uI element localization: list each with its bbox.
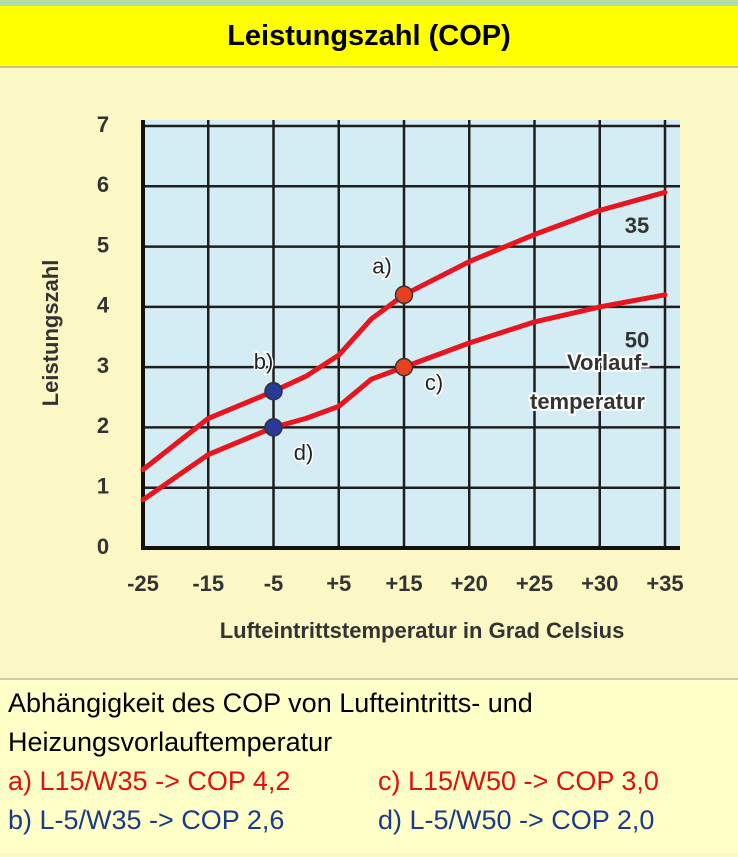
plot-area	[143, 120, 680, 548]
x-tick-label: +20	[451, 571, 488, 596]
caption-line: Abhängigkeit des COP von Lufteintritts- …	[8, 688, 533, 718]
x-tick-label: +15	[385, 571, 422, 596]
x-tick-label: -5	[264, 571, 284, 596]
chart: Leistungszahl Lufteintrittstemperatur in…	[38, 112, 684, 643]
top-border	[0, 0, 738, 6]
line	[140, 189, 668, 473]
y-axis-label: Leistungszahl	[38, 260, 63, 407]
x-tick-label: +30	[581, 571, 618, 596]
caption-item: c) L15/W50 -> COP 3,0	[378, 766, 659, 796]
grid	[141, 120, 680, 550]
y-tick-label: 4	[97, 293, 110, 318]
marker-label: b)	[254, 349, 274, 374]
marker-label: d)	[294, 440, 314, 465]
x-tick-label: -25	[127, 571, 159, 596]
line	[140, 292, 668, 503]
caption-row: a) L15/W35 -> COP 4,2 c) L15/W50 -> COP 3…	[8, 762, 738, 801]
caption-line: Heizungsvorlauftemperatur	[8, 727, 333, 757]
marker-label: a)	[372, 254, 392, 279]
marker	[394, 357, 414, 377]
y-tick-label: 7	[97, 112, 109, 137]
caption-row: b) L-5/W35 -> COP 2,6 d) L-5/W50 -> COP 2…	[8, 801, 738, 840]
annotation: Vorlauf-	[567, 350, 648, 375]
caption-item: d) L-5/W50 -> COP 2,0	[378, 805, 655, 835]
y-tick-label: 0	[97, 534, 109, 559]
caption: Abhängigkeit des COP von Lufteintritts- …	[0, 678, 738, 853]
marker	[264, 418, 283, 437]
annotation: temperatur	[530, 389, 645, 414]
caption-item: a) L15/W35 -> COP 4,2	[8, 766, 291, 796]
x-tick-label: +35	[646, 571, 683, 596]
series-label: 50	[625, 328, 649, 353]
y-tick-label: 1	[97, 474, 109, 499]
marker	[394, 285, 414, 305]
series-label: 35	[625, 213, 649, 238]
y-tick-label: 3	[97, 353, 109, 378]
x-axis-label: Lufteintrittstemperatur in Grad Celsius	[220, 618, 625, 643]
x-tick-label: +5	[326, 571, 351, 596]
y-tick-label: 5	[97, 232, 109, 257]
y-tick-label: 6	[97, 172, 109, 197]
marker	[264, 382, 283, 401]
x-tick-label: +25	[516, 571, 553, 596]
caption-item: b) L-5/W35 -> COP 2,6	[8, 805, 285, 835]
x-tick-label: -15	[192, 571, 224, 596]
chart-title: Leistungszahl (COP)	[0, 6, 738, 68]
marker-label: c)	[425, 370, 443, 395]
y-tick-label: 2	[97, 413, 109, 438]
